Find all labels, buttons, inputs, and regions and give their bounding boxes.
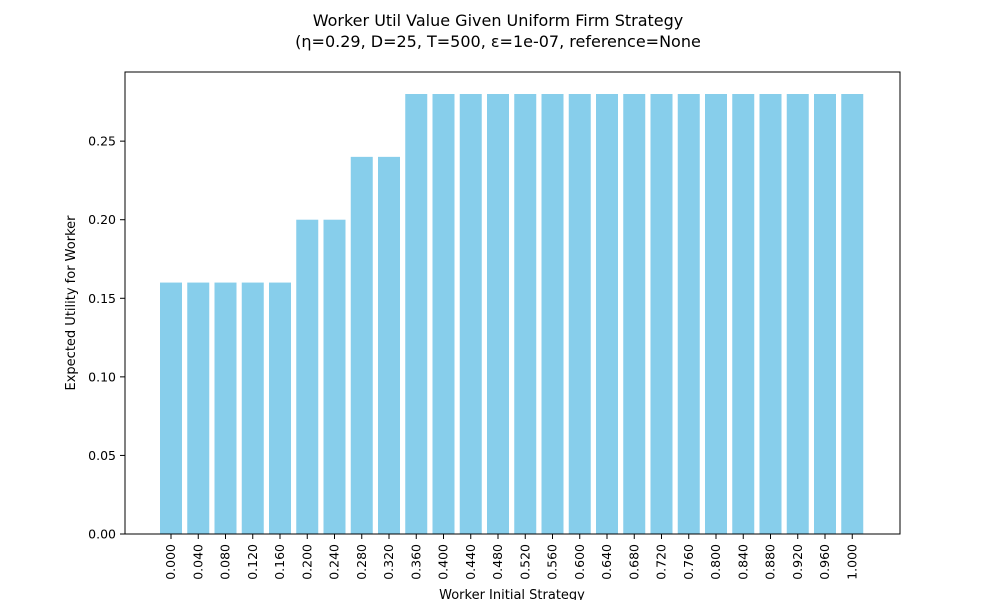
x-tick-label: 0.200 <box>299 544 314 580</box>
x-tick-label: 0.120 <box>245 544 260 580</box>
x-tick-label: 0.040 <box>190 544 205 580</box>
bar-0.600 <box>568 94 591 534</box>
x-tick-label: 0.080 <box>218 544 233 580</box>
bar-0.640 <box>596 94 618 534</box>
x-tick-label: 0.920 <box>790 544 805 580</box>
bar-0.160 <box>269 282 291 534</box>
y-tick-label: 0.00 <box>88 527 116 542</box>
x-tick-label: 0.720 <box>654 544 669 580</box>
bar-0.760 <box>677 94 700 534</box>
x-tick-label: 0.280 <box>354 544 369 580</box>
x-tick-label: 0.000 <box>163 544 178 580</box>
bar-0.840 <box>732 94 755 534</box>
bar-0.920 <box>786 94 809 534</box>
y-tick-label: 0.15 <box>88 291 116 306</box>
x-tick-label: 0.520 <box>517 544 532 580</box>
bar-0.040 <box>187 282 210 534</box>
bar-1.000 <box>841 94 864 534</box>
x-tick-label: 0.320 <box>381 544 396 580</box>
chart-title: Worker Util Value Given Uniform Firm Str… <box>313 11 684 30</box>
bar-0.800 <box>705 94 727 534</box>
x-tick-label: 0.560 <box>545 544 560 580</box>
bar-0.400 <box>432 94 455 534</box>
bars-group <box>160 94 864 535</box>
bar-0.880 <box>759 94 782 534</box>
x-tick-label: 0.480 <box>490 544 505 580</box>
y-tick-label: 0.10 <box>88 369 116 384</box>
y-axis: 0.00 0.05 0.10 0.15 0.20 0.25 <box>88 134 125 542</box>
plot-frame <box>124 71 901 535</box>
x-tick-label: 0.400 <box>436 544 451 580</box>
y-tick-label: 0.20 <box>88 212 116 227</box>
x-tick-label: 0.240 <box>327 544 342 580</box>
bar-0.680 <box>623 94 646 534</box>
y-axis-label: Expected Utility for Worker <box>64 215 79 391</box>
bar-0.960 <box>814 94 836 534</box>
x-tick-label: 0.960 <box>817 544 832 580</box>
bar-0.720 <box>650 94 673 534</box>
chart-subtitle: (η=0.29, D=25, T=500, ε=1e-07, reference… <box>295 32 701 51</box>
bar-0.520 <box>514 94 537 534</box>
bar-0.200 <box>296 219 319 534</box>
bar-0.240 <box>323 219 346 534</box>
x-tick-label: 0.880 <box>763 544 778 580</box>
y-tick-label: 0.25 <box>88 134 116 149</box>
x-tick-label: 0.680 <box>626 544 641 580</box>
bar-0.440 <box>459 94 482 534</box>
x-tick-label: 0.760 <box>681 544 696 580</box>
x-tick-label: 0.160 <box>272 544 287 580</box>
bar-0.000 <box>160 282 182 534</box>
x-tick-label: 0.800 <box>708 544 723 580</box>
bar-0.480 <box>487 94 509 534</box>
bar-0.080 <box>214 282 237 534</box>
x-axis: 0.000 0.040 0.080 0.120 0.160 0.200 0.240 0.280… <box>163 534 859 580</box>
x-tick-label: 1.000 <box>844 544 859 580</box>
x-tick-label: 0.440 <box>463 544 478 580</box>
y-tick-label: 0.05 <box>88 448 116 463</box>
bar-0.280 <box>350 156 373 535</box>
x-tick-label: 0.840 <box>735 544 750 580</box>
bar-0.560 <box>541 94 564 534</box>
bar-0.360 <box>405 94 428 534</box>
x-tick-label: 0.640 <box>599 544 614 580</box>
bar-0.120 <box>241 282 264 534</box>
x-tick-label: 0.360 <box>408 544 423 580</box>
x-axis-label: Worker Initial Strategy <box>439 588 585 600</box>
bar-0.320 <box>378 156 400 535</box>
x-tick-label: 0.600 <box>572 544 587 580</box>
